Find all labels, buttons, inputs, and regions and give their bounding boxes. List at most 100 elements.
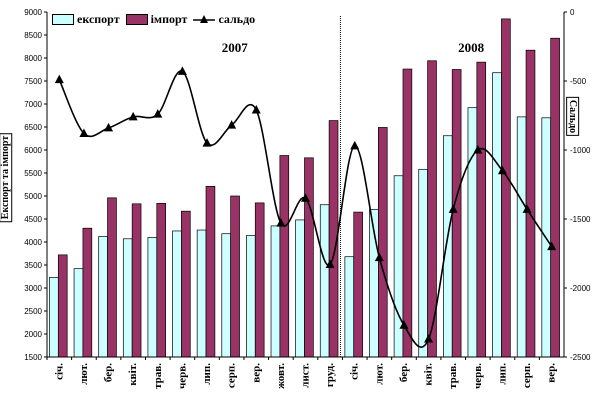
saldo-marker (350, 140, 360, 150)
saldo-line (58, 70, 553, 348)
bar-export (467, 107, 478, 358)
y-left-tick-label: 6000 (24, 146, 42, 155)
bar-import (402, 68, 413, 358)
y-left-tick-label: 4500 (24, 215, 42, 224)
labels-layer: 1500 2000 2500 3000 3500 4000 4500 5000 5500 6000… (24, 8, 591, 389)
y-left-tick-label: 5500 (24, 169, 42, 178)
x-tick-label: лют. (78, 363, 90, 385)
bar-export (319, 204, 330, 358)
legend-saldo-label: сальдо (218, 12, 256, 26)
year-label-2008: 2008 (458, 40, 485, 55)
y-right-tick-label: -1000 (570, 146, 591, 155)
x-tick-label: січ. (53, 363, 65, 380)
x-tick-label: лип. (201, 363, 213, 385)
saldo-marker (473, 145, 483, 154)
legend-export-swatch (52, 14, 74, 25)
y-left-tick-label: 7500 (24, 77, 42, 86)
year-label-2007: 2007 (222, 40, 249, 55)
y-left-tick-label: 8500 (24, 31, 42, 40)
x-tick-label: серп. (521, 363, 533, 388)
y-left-tick-label: 2000 (24, 330, 42, 339)
legend-saldo-swatch (193, 15, 216, 23)
saldo-marker (104, 122, 114, 132)
bar-import (131, 203, 142, 358)
saldo-marker (276, 218, 286, 227)
bar-import (57, 254, 68, 358)
axes-layer (44, 11, 567, 360)
saldo-marker (153, 109, 163, 118)
saldo-marker (227, 120, 237, 129)
bar-export (516, 116, 527, 358)
bar-import (525, 49, 536, 358)
y-axis-left-label: Експорт та імпорт (0, 132, 13, 223)
x-tick-label: лип. (496, 363, 508, 385)
y-right-tick-label: 0 (570, 8, 575, 17)
x-tick-label: вер. (546, 363, 558, 383)
saldo-marker (54, 74, 64, 84)
bar-export (492, 72, 502, 358)
saldo-marker (128, 111, 138, 121)
bar-export (443, 135, 453, 358)
x-tick-label: лист. (300, 363, 312, 388)
saldo-marker (424, 334, 434, 343)
y-right-tick-label: -500 (570, 77, 587, 86)
bar-import (304, 157, 314, 358)
bar-export (196, 229, 207, 358)
bar-import (254, 202, 265, 358)
x-tick-label: бер. (398, 363, 410, 382)
saldo-marker (202, 138, 212, 147)
saldo-marker (448, 204, 458, 213)
y-right-tick-label: -2000 (570, 284, 591, 293)
legend-saldo: сальдо (193, 12, 255, 27)
y-left-tick-label: 5000 (24, 192, 42, 201)
x-tick-label: лют. (373, 363, 385, 385)
bar-import (476, 61, 487, 358)
bar-export (147, 237, 158, 358)
saldo-marker (251, 104, 261, 114)
bar-import (107, 197, 117, 358)
y-left-tick-label: 6500 (24, 123, 42, 132)
y-left-tick-label: 3000 (24, 284, 42, 293)
saldo-marker (399, 320, 409, 329)
x-tick-label: груд. (324, 363, 336, 387)
bar-export (344, 256, 355, 358)
saldo-marker (547, 241, 557, 251)
x-tick-label: вер. (250, 363, 262, 383)
bar-import (181, 210, 191, 358)
bar-import (550, 37, 560, 358)
bar-import (451, 69, 462, 358)
x-tick-label: січ. (349, 363, 361, 380)
bar-export (393, 175, 404, 358)
x-tick-label: трав. (152, 363, 164, 389)
y-left-tick-label: 4000 (24, 238, 42, 247)
legend: експорт імпорт сальдо (52, 12, 255, 27)
saldo-marker (374, 252, 384, 262)
y-left-tick-label: 8000 (24, 54, 42, 63)
bar-import (82, 227, 93, 358)
bar-export (221, 233, 231, 358)
bar-export (49, 277, 59, 358)
bar-export (98, 236, 108, 358)
saldo-marker (301, 193, 310, 202)
y-left-tick-label: 2500 (24, 307, 42, 316)
bar-import (205, 185, 216, 358)
legend-export: експорт (52, 12, 120, 27)
bar-export (172, 230, 182, 358)
saldo-marker (177, 66, 187, 75)
legend-import-swatch (125, 14, 148, 25)
y-left-tick-label: 7000 (24, 100, 42, 109)
y-right-tick-label: -2500 (570, 353, 591, 362)
bar-export (73, 268, 84, 358)
x-tick-label: бер. (103, 363, 115, 382)
x-tick-label: квіт. (423, 363, 435, 386)
saldo-marker (497, 165, 507, 175)
legend-import: імпорт (125, 12, 188, 27)
saldo-marker (79, 128, 89, 137)
legend-import-label: імпорт (150, 12, 188, 26)
bar-import (156, 203, 166, 358)
x-tick-label: квіт. (127, 363, 139, 386)
y-left-tick-label: 3500 (24, 261, 42, 270)
x-tick-label: жовт. (275, 363, 287, 389)
bars-layer (49, 18, 560, 358)
